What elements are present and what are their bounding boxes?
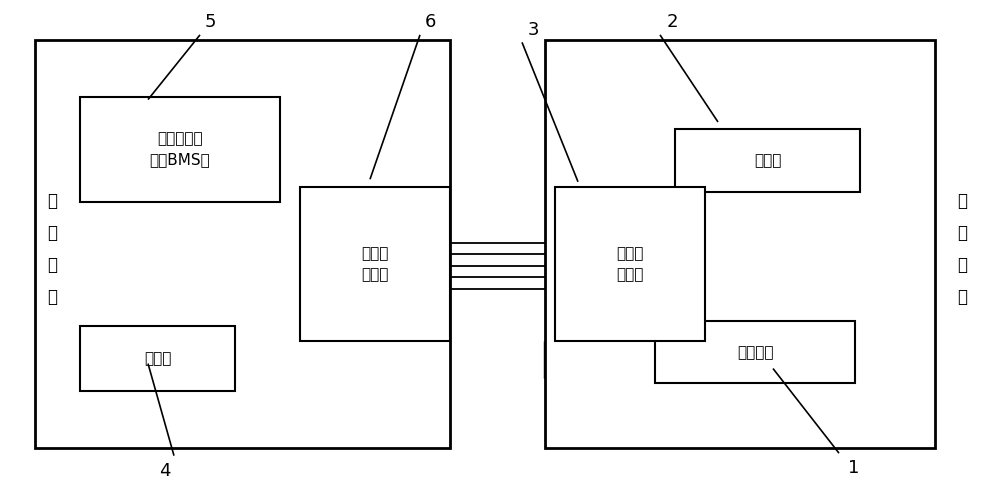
Bar [35,40,450,448]
Text: 第二线
束端口: 第二线 束端口 [361,246,389,282]
Bar [300,187,450,341]
Text: 均
衡
装
置: 均 衡 装 置 [957,192,967,306]
Text: 第一线
束端口: 第一线 束端口 [616,246,644,282]
Bar [555,187,705,341]
Bar [675,129,860,192]
Text: 3: 3 [527,21,539,39]
Text: 显示屏: 显示屏 [754,153,781,168]
Text: 5: 5 [204,13,216,31]
Bar [80,97,280,202]
Text: 电池管理系
统（BMS）: 电池管理系 统（BMS） [150,131,210,167]
Text: 2: 2 [666,13,678,31]
Bar [80,326,235,391]
Text: 6: 6 [424,13,436,31]
Text: 电
动
汽
车: 电 动 汽 车 [47,192,57,306]
Text: 1: 1 [848,459,860,477]
Text: 电池组: 电池组 [144,351,171,366]
Text: 4: 4 [159,462,171,480]
Bar [545,40,935,448]
Text: 均衡结构: 均衡结构 [737,345,773,360]
Bar [655,321,855,383]
